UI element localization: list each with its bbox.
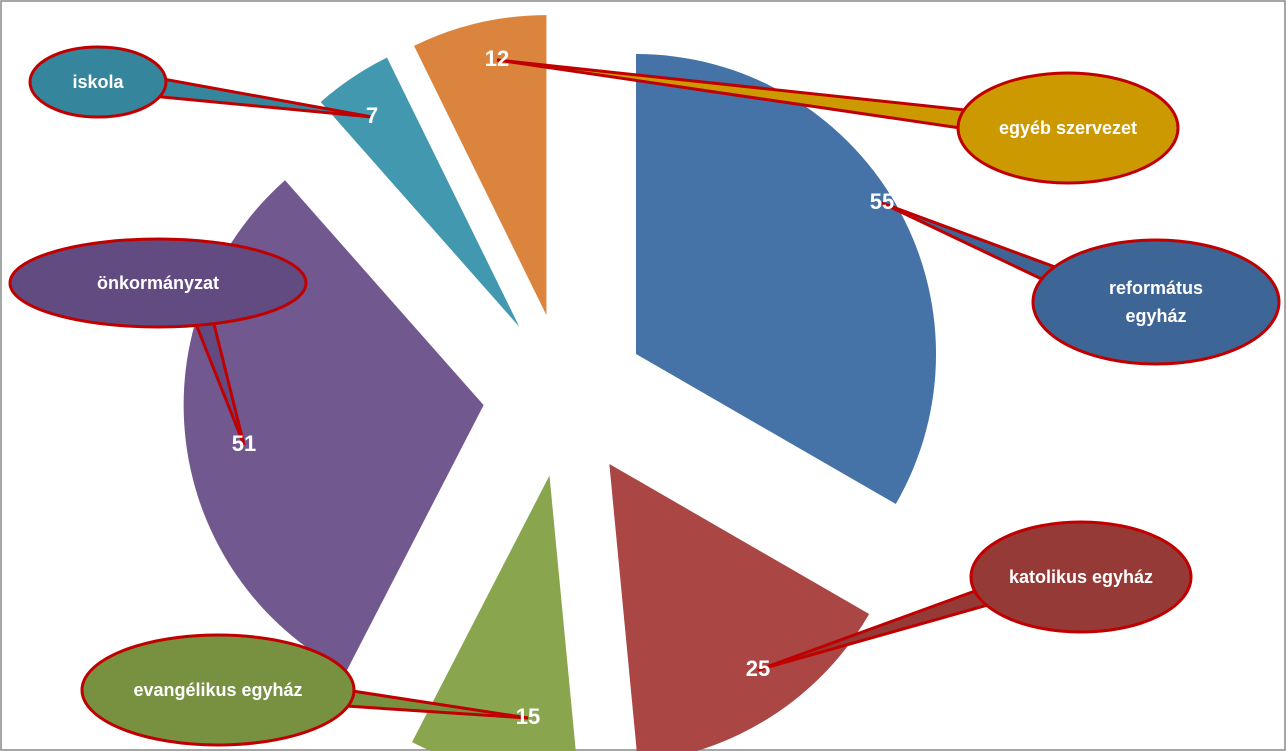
value-label: 15: [516, 704, 540, 729]
value-label: 51: [232, 431, 256, 456]
callout-bubble: [1031, 238, 1281, 366]
callout-label: iskola: [72, 72, 124, 92]
pie-slice: [609, 463, 870, 751]
callout-label: katolikus egyház: [1008, 567, 1154, 587]
callout-bubble: [969, 520, 1193, 634]
pie-slice: [320, 57, 520, 327]
callout-bubble: [8, 237, 308, 329]
pie-slice: [636, 54, 937, 504]
value-label: 55: [870, 189, 894, 214]
value-label: 12: [485, 46, 509, 71]
callout-label: evangélikus egyház: [133, 680, 303, 700]
callout-bubble: [28, 45, 168, 119]
callout-label: önkormányzat: [96, 273, 220, 293]
callout-label: egyéb szervezet: [998, 118, 1138, 138]
pie-slice: [414, 15, 547, 316]
callout-label: református egyház: [1108, 278, 1204, 326]
value-label: 7: [366, 103, 378, 128]
callout-bubble: [956, 71, 1180, 185]
value-label: 25: [746, 656, 770, 681]
pie-slice: [412, 475, 576, 751]
callout-bubble: [80, 633, 356, 747]
